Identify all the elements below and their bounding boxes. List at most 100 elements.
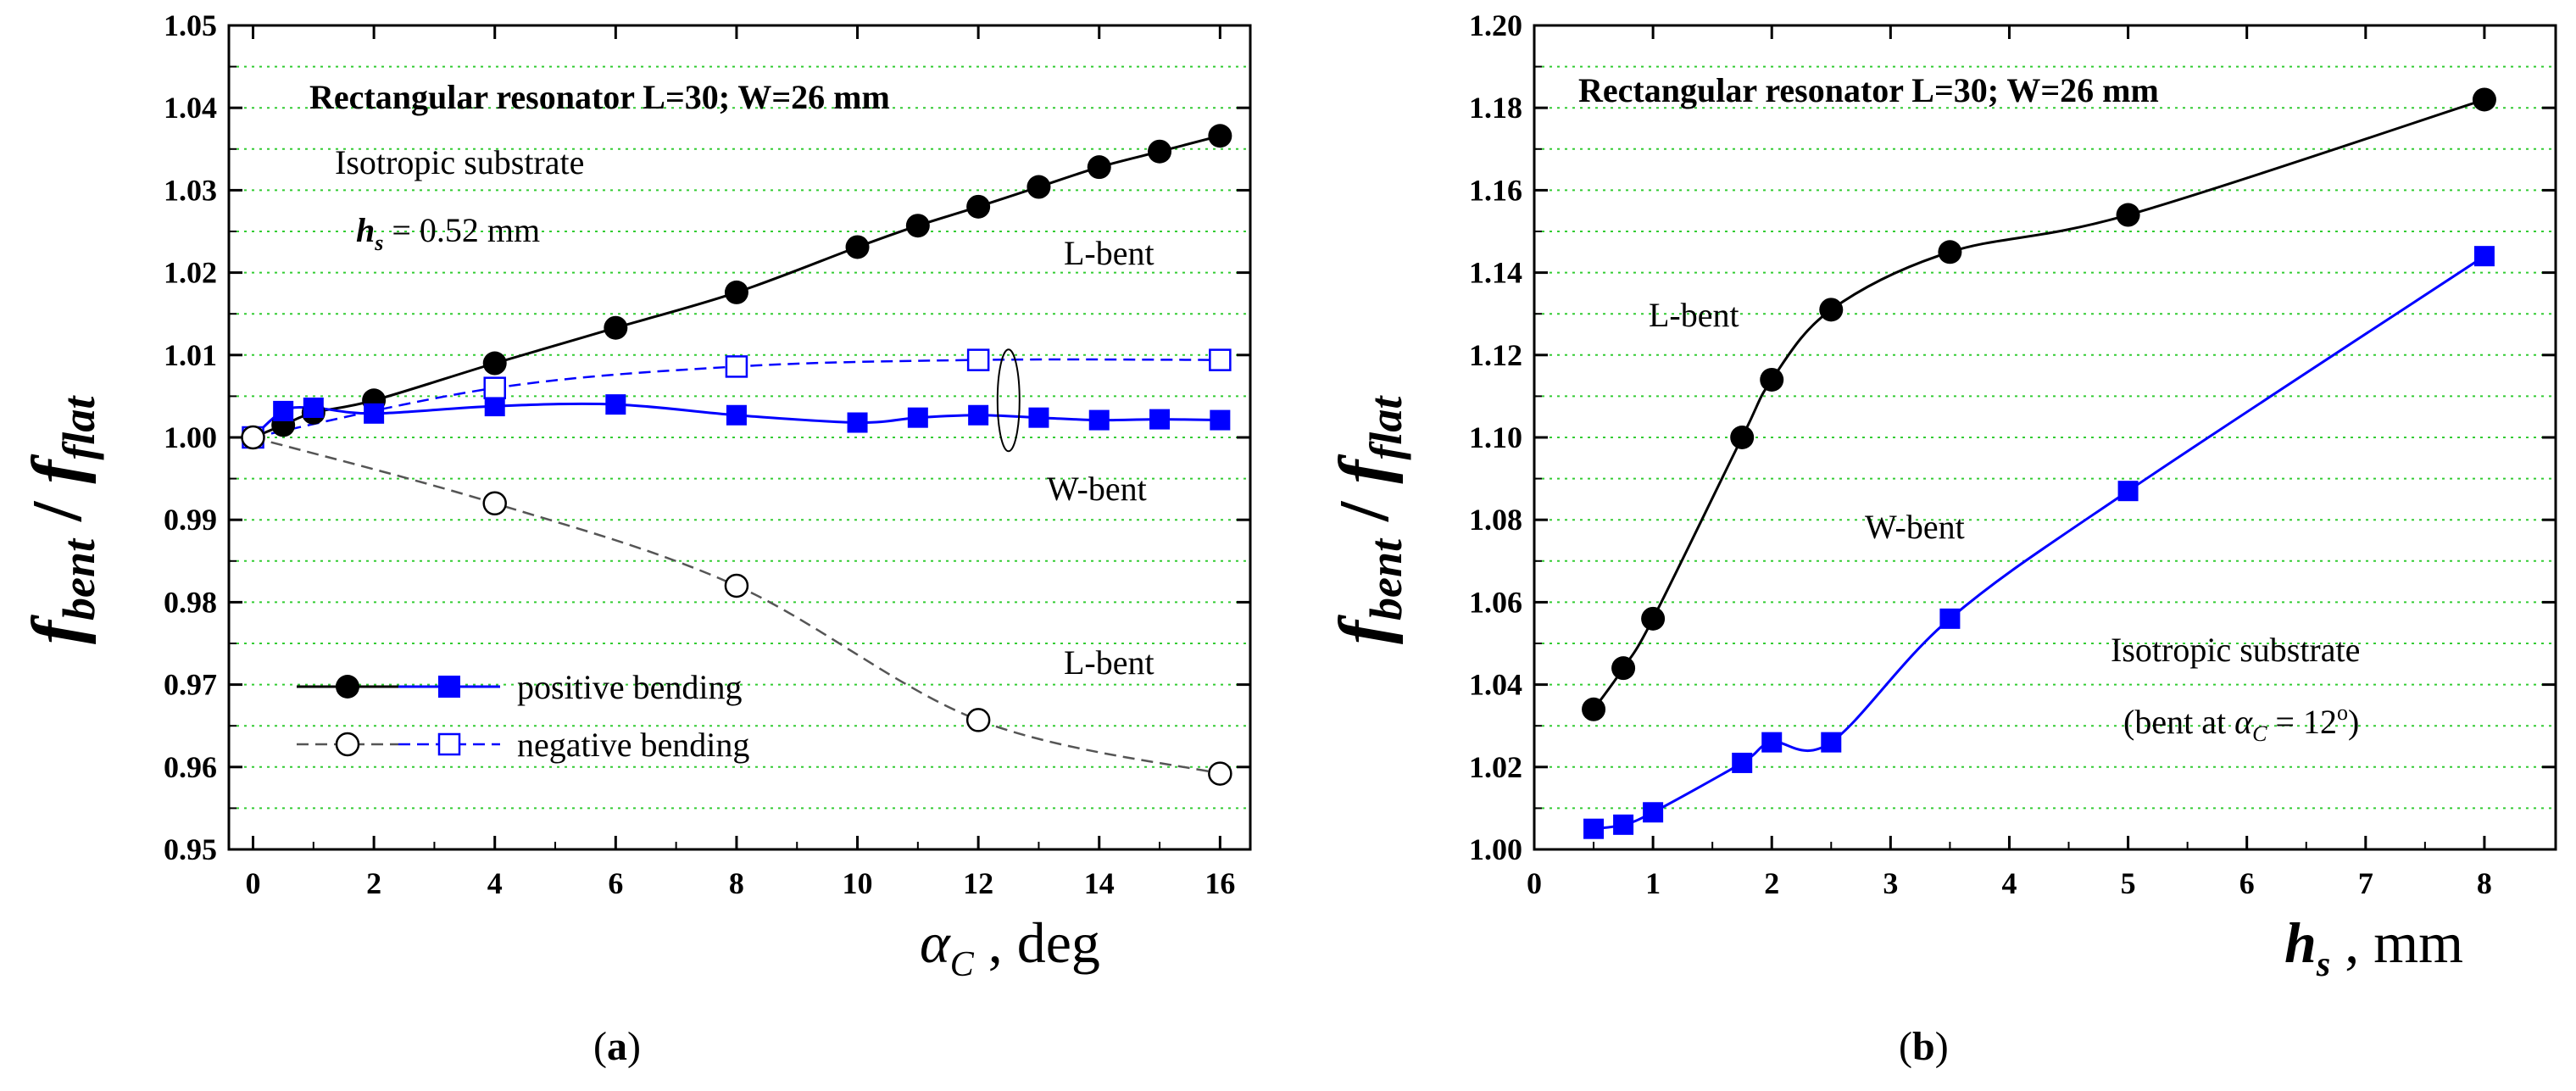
- x-label-sub-c: C: [950, 945, 975, 984]
- x-tick-label: 2: [1764, 866, 1779, 900]
- data-point: [1148, 139, 1172, 164]
- data-point: [966, 348, 990, 371]
- data-point: [724, 280, 748, 304]
- y-tick-label: 0.98: [164, 585, 217, 619]
- x-tick-label: 2: [366, 866, 381, 900]
- ticks-a: 0.95 0.96 0.97 0.98 0.99 1.00 1.01 1.02 1.03 1.04…: [164, 8, 1250, 900]
- data-point: [483, 376, 506, 399]
- data-point: [1761, 732, 1783, 753]
- data-point: [968, 404, 989, 426]
- y-label-sub-flat-b: flat: [1360, 395, 1411, 460]
- y-tick-label: 1.20: [1469, 8, 1522, 42]
- data-point: [965, 708, 991, 732]
- legend-negative-label: negative bending: [517, 726, 749, 764]
- series-markers-a: [241, 124, 1232, 786]
- data-point: [482, 351, 507, 376]
- y-tick-label: 1.02: [1469, 750, 1522, 784]
- data-point: [1730, 426, 1755, 449]
- data-point: [724, 573, 749, 598]
- data-point: [847, 412, 868, 433]
- x-label-h: h: [2284, 910, 2317, 975]
- data-point: [1209, 348, 1232, 371]
- y-label-sub-bent: bent: [53, 537, 104, 621]
- y-tick-label: 1.05: [164, 8, 217, 42]
- substrate-h-symbol: h: [356, 211, 375, 249]
- x-tick-label: 3: [1883, 866, 1898, 900]
- series-markers-b: [1582, 87, 2496, 839]
- bend-angle-sub: C: [2252, 721, 2267, 746]
- y-tick-label: 1.04: [164, 91, 217, 125]
- x-tick-label: 6: [2239, 866, 2255, 900]
- y-tick-label: 1.12: [1469, 338, 1522, 372]
- data-point: [482, 491, 507, 516]
- data-point: [1821, 732, 1842, 753]
- y-tick-label: 0.95: [164, 832, 217, 866]
- x-axis-label-a: αC , deg: [920, 910, 1100, 984]
- y-tick-label: 1.04: [1469, 668, 1522, 702]
- y-tick-label: 1.10: [1469, 420, 1522, 454]
- x-tick-label: 5: [2121, 866, 2136, 900]
- x-tick-label: 1: [1645, 866, 1661, 900]
- data-point: [1208, 124, 1232, 148]
- data-point: [2116, 203, 2140, 227]
- y-tick-label: 0.96: [164, 750, 217, 784]
- y-tick-label: 1.00: [164, 420, 217, 454]
- data-point: [364, 403, 385, 424]
- x-label-unit-deg: , deg: [974, 910, 1100, 975]
- x-tick-label: 16: [1205, 866, 1235, 900]
- substrate-label-a: Isotropic substrate: [335, 143, 584, 181]
- data-point: [2117, 481, 2139, 502]
- series-line: [252, 134, 1221, 439]
- legend-marker-open-square: [437, 732, 461, 756]
- x-label-sub-s: s: [2316, 945, 2330, 984]
- y-tick-label: 1.14: [1469, 256, 1522, 290]
- series-line: [252, 402, 1221, 439]
- x-tick-label: 0: [1527, 866, 1542, 900]
- y-axis-label-b: fbent / fflat: [1325, 395, 1411, 644]
- data-point: [1819, 298, 1844, 322]
- data-point: [1210, 409, 1231, 431]
- data-point: [1087, 155, 1111, 180]
- legend-a: positive bending negative bending: [297, 668, 749, 764]
- data-point: [1611, 656, 1636, 681]
- grid-a: [229, 65, 1250, 810]
- data-point: [1582, 697, 1606, 721]
- x-tick-label: 12: [963, 866, 993, 900]
- data-point: [1938, 240, 1962, 264]
- annotation-wbent: W-bent: [1047, 470, 1147, 508]
- data-point: [1149, 409, 1171, 430]
- panel-label-a: (a): [593, 1024, 641, 1069]
- data-point: [1583, 818, 1605, 839]
- data-point: [1643, 802, 1664, 823]
- data-point: [273, 400, 294, 421]
- y-label-separator-b: /: [1325, 484, 1404, 539]
- data-point: [725, 355, 748, 378]
- y-tick-label: 1.02: [164, 256, 217, 290]
- bend-angle-value: = 12: [2267, 703, 2337, 741]
- data-point: [484, 396, 505, 417]
- data-point: [2472, 87, 2496, 112]
- data-point: [907, 407, 928, 428]
- x-tick-label: 4: [487, 866, 503, 900]
- data-point: [905, 214, 930, 238]
- data-point: [303, 398, 324, 419]
- data-point: [1613, 814, 1634, 835]
- x-tick-label: 6: [608, 866, 623, 900]
- chart-panel-a: 0.95 0.96 0.97 0.98 0.99 1.00 1.01 1.02 1.03 1.04…: [18, 8, 1252, 1069]
- y-tick-label: 1.18: [1469, 91, 1522, 125]
- data-point: [1641, 606, 1666, 631]
- bend-angle-alpha: α: [2234, 703, 2253, 741]
- legend-marker-filled-circle: [336, 675, 359, 699]
- substrate-value: = 0.52 mm: [383, 211, 540, 249]
- bend-angle-prefix: (bent at: [2123, 703, 2234, 741]
- legend-positive-label: positive bending: [517, 668, 743, 706]
- data-point: [241, 425, 265, 450]
- substrate-thickness-a: hs = 0.52 mm: [356, 211, 540, 255]
- y-tick-label: 0.97: [164, 668, 217, 702]
- annotation-shapes-a: [996, 348, 1021, 453]
- data-point: [726, 404, 747, 426]
- substrate-bend-angle-b: (bent at αC = 12o): [2123, 700, 2359, 746]
- y-tick-label: 1.06: [1469, 585, 1522, 619]
